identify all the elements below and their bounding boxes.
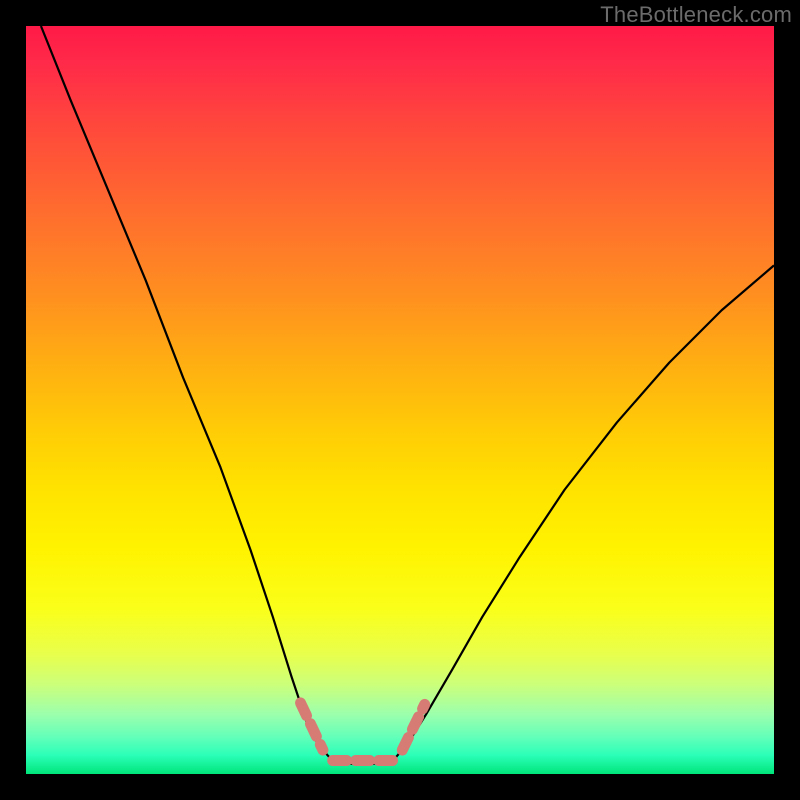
watermark-text: TheBottleneck.com bbox=[600, 2, 792, 28]
chart-background bbox=[26, 26, 774, 774]
bottleneck-chart: TheBottleneck.com bbox=[0, 0, 800, 800]
chart-svg bbox=[0, 0, 800, 800]
